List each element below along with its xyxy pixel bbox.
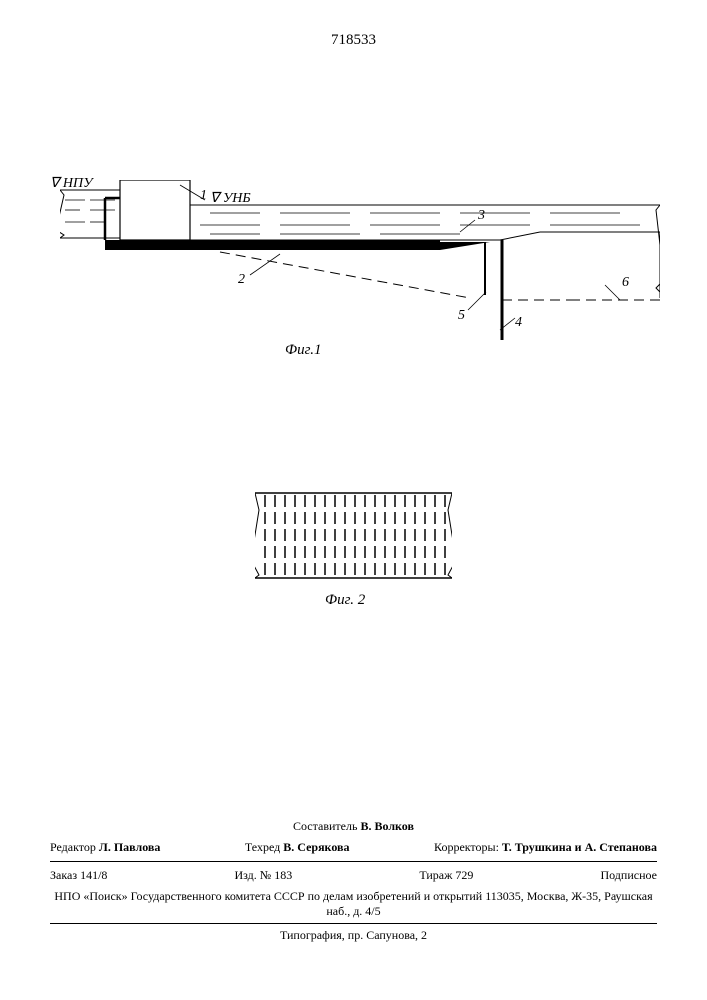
label-2: 2 (238, 272, 245, 288)
typography: Типография, пр. Сапунова, 2 (50, 926, 657, 945)
label-1: 1 (200, 188, 207, 204)
figure-1: ∇ НПУ ∇ УНБ 1 2 3 4 5 6 (60, 180, 660, 360)
podpisnoe: Подписное (600, 868, 657, 883)
label-unb: ∇ УНБ (210, 190, 251, 207)
org-address: НПО «Поиск» Государственного комитета СС… (50, 887, 657, 921)
figure-1-caption: Фиг.1 (285, 342, 321, 359)
figure-2-caption: Фиг. 2 (325, 592, 365, 609)
izd-num: 183 (274, 868, 292, 882)
header-number: 718533 (0, 32, 707, 49)
izd-label: Изд. № (234, 868, 271, 882)
editor-label: Редактор (50, 840, 96, 854)
corr-label: Корректоры: (434, 840, 499, 854)
tech-name: В. Серякова (283, 840, 349, 854)
editor-name: Л. Павлова (99, 840, 161, 854)
order-label: Заказ (50, 868, 77, 882)
order-num: 141/8 (80, 868, 107, 882)
page: 718533 (0, 0, 707, 1000)
label-3: 3 (478, 208, 485, 224)
compiler-label: Составитель (293, 819, 357, 833)
tirazh-label: Тираж (419, 868, 452, 882)
corr-names: Т. Трушкина и А. Степанова (502, 840, 657, 854)
label-npu: ∇ НПУ (50, 175, 93, 192)
compiler-name: В. Волков (360, 819, 414, 833)
tech-label: Техред (245, 840, 280, 854)
colophon: Составитель В. Волков Редактор Л. Павлов… (50, 817, 657, 945)
label-5: 5 (458, 308, 465, 324)
label-6: 6 (622, 275, 629, 291)
tirazh-num: 729 (455, 868, 473, 882)
label-4: 4 (515, 315, 522, 331)
